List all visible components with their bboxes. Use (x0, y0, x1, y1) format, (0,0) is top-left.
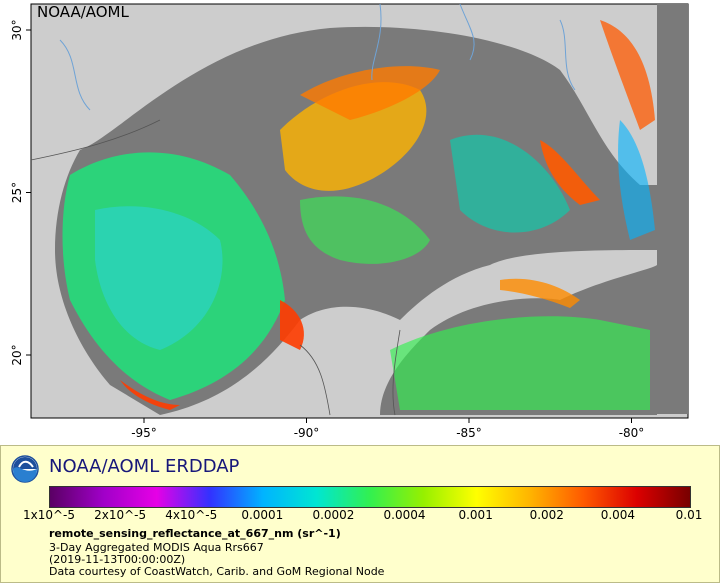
legend-title: NOAA/AOML ERDDAP (49, 456, 240, 477)
dataset-time: (2019-11-13T00:00:00Z) (49, 553, 186, 566)
longitude-axis: -95° -90° -85° -80° (131, 418, 644, 440)
dataset-description: 3-Day Aggregated MODIS Aqua Rrs667 (49, 541, 264, 554)
lon-tick-label: -90° (294, 426, 320, 440)
lon-tick-label: -95° (131, 426, 157, 440)
colorbar-tick-label: 0.0002 (312, 508, 355, 522)
map-panel[interactable]: -95° -90° -85° -80° 30° 25° 20° NOAA/AOML (0, 0, 720, 445)
colorbar-tick-label: 0.004 (600, 508, 636, 522)
borders-layer (30, 119, 401, 416)
colorbar-tick-label: 4x10^-5 (165, 508, 218, 522)
data-credit: Data courtesy of CoastWatch, Carib. and … (49, 565, 385, 578)
variable-name: remote_sensing_reflectance_at_667_nm (sr… (49, 527, 341, 540)
colorbar-tick-label: 0.01 (675, 508, 703, 522)
lon-tick-label: -80° (619, 426, 645, 440)
latitude-axis: 30° 25° 20° (10, 19, 31, 366)
colorbar-tick-label: 2x10^-5 (94, 508, 147, 522)
lat-tick-label: 20° (10, 344, 24, 365)
colorbar-tick-label: 0.002 (529, 508, 564, 522)
colorbar-tick-label: 1x10^-5 (22, 508, 76, 522)
lat-tick-label: 25° (10, 182, 24, 203)
colorbar-tick-label: 0.0001 (241, 508, 284, 522)
colorbar-tick-label: 0.0004 (383, 508, 426, 522)
rivers-layer (59, 3, 576, 111)
legend-panel: NOAA/AOML ERDDAP 1x10^-5 2x10^-5 4x10^-5 0.… (0, 445, 720, 583)
lat-tick-label: 30° (10, 19, 24, 40)
map-watermark: NOAA/AOML (37, 3, 129, 21)
colorbar (49, 486, 691, 508)
noaa-logo-icon (11, 455, 39, 483)
lon-tick-label: -85° (456, 426, 482, 440)
colorbar-tick-label: 0.001 (458, 508, 493, 522)
map-graph[interactable]: -95° -90° -85° -80° 30° 25° 20° (0, 0, 720, 445)
reflectance-data-layer (62, 20, 655, 410)
